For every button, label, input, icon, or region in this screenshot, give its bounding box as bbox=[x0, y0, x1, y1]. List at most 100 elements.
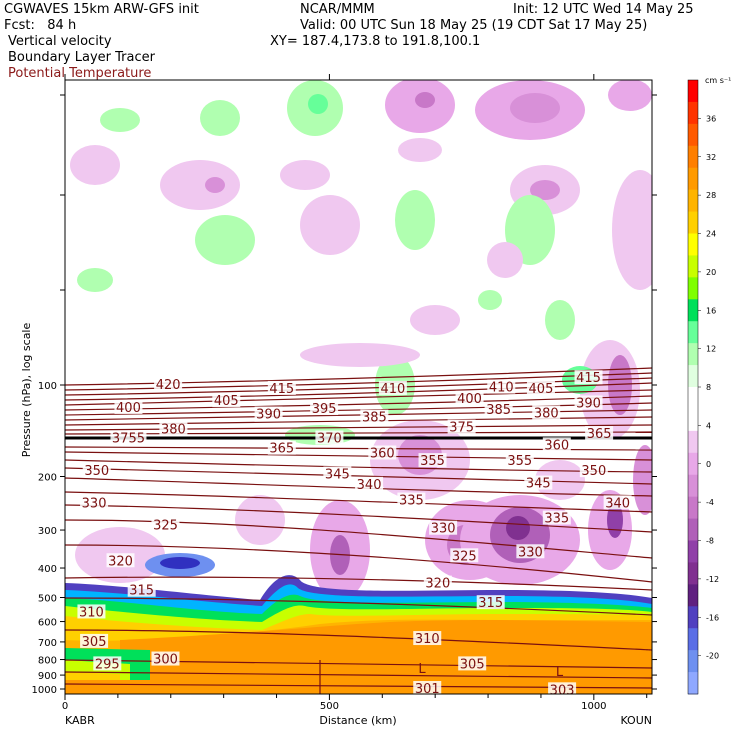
colorbar-swatch bbox=[688, 233, 698, 256]
colorbar-tick-label: -20 bbox=[706, 652, 719, 661]
theta-label-bg bbox=[487, 379, 516, 394]
theta-label: 410 bbox=[489, 381, 514, 396]
colorbar-swatch bbox=[688, 518, 698, 541]
low-marker: L bbox=[556, 665, 564, 680]
theta-label: 335 bbox=[544, 512, 569, 527]
theta-label-bg bbox=[154, 377, 183, 391]
colorbar-swatch bbox=[688, 123, 698, 147]
colorbar-swatch bbox=[688, 277, 698, 300]
theta-label-bg bbox=[574, 395, 603, 410]
left-endpoint-label: KABR bbox=[65, 714, 95, 727]
colorbar-swatch bbox=[688, 650, 698, 673]
cross-section-endpoints: XY= 187.4,173.8 to 191.8,100.1 bbox=[270, 34, 481, 49]
y-tick-label: 400 bbox=[38, 564, 57, 575]
colorbar-swatch bbox=[688, 145, 698, 169]
theta-label-bg bbox=[310, 401, 339, 416]
theta-label-bg bbox=[397, 492, 426, 507]
theta-label-bg bbox=[455, 390, 484, 405]
theta-label: 3755 bbox=[112, 432, 145, 447]
theta-label-bg bbox=[368, 445, 397, 460]
theta-label-bg bbox=[447, 419, 476, 434]
theta-label-bg bbox=[524, 475, 553, 490]
plot-frame bbox=[64, 79, 653, 695]
theta-label: 405 bbox=[214, 394, 239, 409]
theta-label: 315 bbox=[129, 584, 154, 599]
y-tick-label: 700 bbox=[38, 638, 57, 649]
colorbar-tick-label: 12 bbox=[706, 345, 716, 354]
theta-label-bg bbox=[80, 495, 109, 510]
theta-label: 310 bbox=[79, 605, 104, 620]
theta-label-bg bbox=[323, 466, 352, 481]
theta-label-bg bbox=[267, 440, 296, 455]
colorbar-swatch bbox=[688, 672, 698, 695]
x-axis: 0 500 1000 bbox=[62, 74, 648, 712]
boundary-layer-tracer-shading bbox=[65, 575, 652, 694]
colorbar-swatch bbox=[688, 387, 698, 410]
theta-label-bg bbox=[458, 656, 487, 671]
theta-label: 330 bbox=[518, 545, 543, 560]
y-tick-label: 600 bbox=[38, 618, 57, 629]
colorbar-swatch bbox=[688, 628, 698, 651]
theta-label: 320 bbox=[425, 577, 450, 592]
theta-label-bg bbox=[315, 430, 344, 445]
theta-label: 355 bbox=[420, 454, 445, 469]
theta-label-bg bbox=[110, 430, 147, 445]
theta-label: 380 bbox=[161, 422, 186, 437]
potential-temperature-contours bbox=[65, 367, 652, 694]
theta-label: 370 bbox=[317, 432, 342, 447]
y-tick-label: 100 bbox=[38, 381, 57, 392]
colorbar-tick-label: -12 bbox=[706, 575, 719, 584]
theta-label-bg bbox=[360, 409, 389, 424]
colorbar-swatch bbox=[688, 584, 698, 607]
shaded-fields: 420 415 410 410 405 415 405 400 400 390 395 385 385 3… bbox=[65, 80, 652, 697]
colorbar-tick-label: 4 bbox=[706, 421, 711, 430]
theta-label: 385 bbox=[486, 403, 511, 418]
theta-label-bg bbox=[476, 595, 505, 610]
theta-label-bg bbox=[254, 406, 283, 421]
theta-label: 415 bbox=[269, 382, 294, 397]
theta-label: 305 bbox=[460, 657, 485, 672]
theta-label-bg bbox=[77, 604, 106, 619]
colorbar-swatch bbox=[688, 211, 698, 234]
theta-label: 420 bbox=[156, 378, 181, 393]
theta-label-bg bbox=[603, 495, 632, 510]
theta-label-bg bbox=[151, 517, 180, 532]
theta-label-bg bbox=[505, 453, 534, 468]
theta-label: 365 bbox=[587, 427, 612, 442]
x-tick-label: 0 bbox=[62, 701, 68, 712]
theta-label: 350 bbox=[581, 464, 606, 479]
colorbar-swatch bbox=[688, 606, 698, 629]
colorbar-swatch bbox=[688, 299, 698, 322]
colorbar-unit: cm s⁻¹ bbox=[705, 76, 731, 85]
colorbar-swatch bbox=[688, 496, 698, 520]
model-title: CGWAVES 15km ARW-GFS init bbox=[4, 2, 199, 17]
theta-label: 390 bbox=[256, 407, 281, 422]
theta-label: 385 bbox=[362, 411, 387, 426]
colorbar-swatch bbox=[688, 255, 698, 278]
theta-label-bg bbox=[548, 682, 577, 694]
theta-label-bg bbox=[429, 520, 458, 535]
theta-label-bg bbox=[423, 575, 452, 590]
theta-label-bg bbox=[159, 421, 188, 436]
theta-label-bg bbox=[542, 437, 571, 452]
theta-label: 325 bbox=[153, 519, 178, 534]
theta-label: 405 bbox=[529, 382, 554, 397]
colorbar-swatch bbox=[688, 167, 698, 191]
theta-label: 301 bbox=[415, 682, 440, 697]
theta-label-bg bbox=[93, 656, 122, 671]
theta-label: 380 bbox=[534, 406, 559, 421]
theta-label-bg bbox=[151, 651, 180, 666]
organization: NCAR/MMM bbox=[300, 2, 375, 17]
colorbar-swatch bbox=[688, 189, 698, 213]
y-axis: 100 200 300 400 500 600 700 800 900 1000 bbox=[32, 94, 657, 696]
theta-label-bg bbox=[80, 633, 109, 648]
theta-label: 355 bbox=[507, 454, 532, 469]
colorbar-tick-label: 16 bbox=[706, 306, 716, 315]
field-boundary-layer-tracer: Boundary Layer Tracer bbox=[8, 50, 155, 65]
colorbar-swatch bbox=[688, 452, 698, 476]
theta-label-bg bbox=[114, 399, 143, 414]
theta-label-bg bbox=[579, 463, 608, 478]
theta-label: 315 bbox=[478, 596, 503, 611]
theta-label: 295 bbox=[95, 657, 120, 672]
theta-label-bg bbox=[516, 544, 545, 559]
